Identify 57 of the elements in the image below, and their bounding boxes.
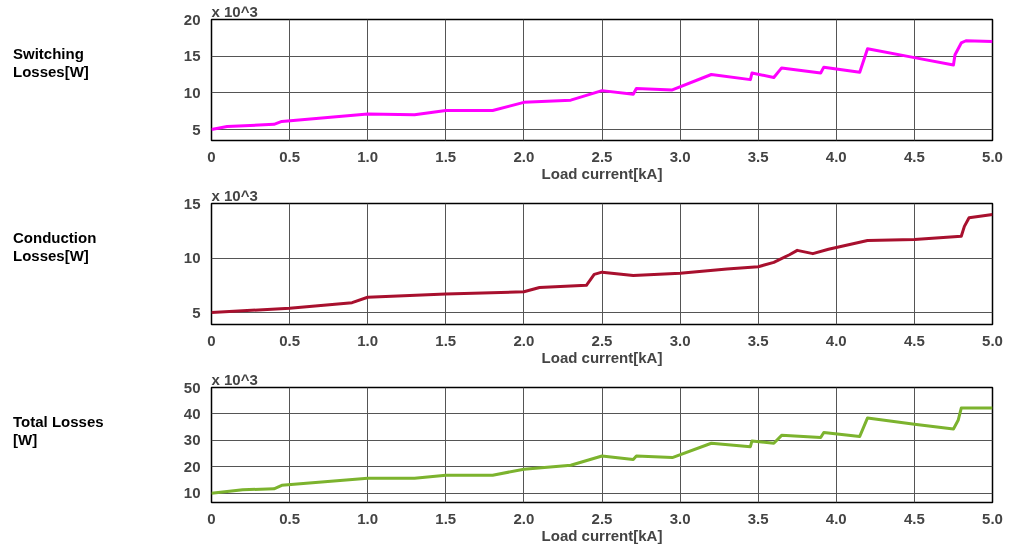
x-tick-label: 1.5 — [435, 331, 457, 349]
x-tick-label: 3.0 — [669, 509, 691, 527]
x-tick-label: 2.5 — [591, 331, 613, 349]
y-tick-label: 10 — [183, 249, 201, 266]
x-tick-label: 1.0 — [357, 331, 379, 349]
x-tick-label: 4.5 — [903, 331, 925, 349]
x-tick-label: 0 — [207, 331, 216, 349]
x-tick-label: 4.5 — [903, 509, 925, 527]
y-tick-label: 30 — [183, 431, 201, 449]
x-tick-label: 3.5 — [747, 331, 769, 349]
x-tick-label: 3.0 — [669, 147, 691, 165]
x-tick-label: 3.5 — [747, 509, 769, 527]
y-tick-label: 20 — [183, 10, 201, 28]
x-tick-label: 4.0 — [825, 147, 847, 165]
x-axis-title: Load current[kA] — [541, 348, 663, 366]
y-axis-title: Total Losses [W] — [13, 413, 104, 449]
line-series — [211, 406, 993, 495]
y-tick-label: 10 — [183, 83, 201, 101]
y-tick-label: 5 — [192, 303, 201, 321]
x-tick-label: 5.0 — [982, 147, 1003, 165]
x-tick-label: 0 — [207, 509, 216, 527]
x-tick-label: 0.5 — [279, 509, 301, 527]
x-axis-title: Load current[kA] — [541, 526, 663, 544]
x-tick-label: 2.0 — [513, 331, 535, 349]
y-tick-label: 50 — [183, 378, 201, 396]
x-tick-label: 3.0 — [669, 331, 691, 349]
y-axis-title: Switching Losses[W] — [13, 45, 89, 81]
text: x 10^3 — [211, 2, 258, 20]
annotation: x 10^3 — [211, 370, 258, 388]
x-tick-label: 0 — [207, 147, 216, 165]
x-tick-label: 2.0 — [513, 147, 535, 165]
x-axis-title: Load current[kA] — [541, 164, 663, 182]
x-tick-label: 4.0 — [825, 509, 847, 527]
y-tick-label: 5 — [192, 120, 201, 138]
x-tick-label: 2.5 — [591, 147, 613, 165]
x-tick-label: 2.0 — [513, 509, 535, 527]
y-tick-label: 20 — [183, 457, 201, 475]
x-tick-label: 1.5 — [435, 147, 457, 165]
x-tick-label: 4.5 — [903, 147, 925, 165]
y-tick-label: 15 — [183, 47, 201, 65]
x-tick-label: 2.5 — [591, 509, 613, 527]
y-tick-label: 40 — [183, 404, 201, 422]
y-axis-title: Conduction Losses[W] — [13, 229, 97, 265]
x-tick-label: 4.0 — [825, 331, 847, 349]
x-tick-label: 1.0 — [357, 147, 379, 165]
x-tick-label: 0.5 — [279, 147, 301, 165]
x-tick-label: 5.0 — [982, 509, 1003, 527]
x-tick-label: 0.5 — [279, 331, 301, 349]
line-series — [211, 39, 993, 131]
x-tick-label: 1.5 — [435, 509, 457, 527]
x-tick-label: 3.5 — [747, 147, 769, 165]
x-tick-label: 1.0 — [357, 509, 379, 527]
y-tick-label: 10 — [183, 484, 201, 502]
x-tick-label: 5.0 — [982, 331, 1003, 349]
y-tick-label: 15 — [183, 194, 201, 212]
text: x 10^3 — [211, 186, 258, 204]
line-series — [211, 212, 993, 315]
